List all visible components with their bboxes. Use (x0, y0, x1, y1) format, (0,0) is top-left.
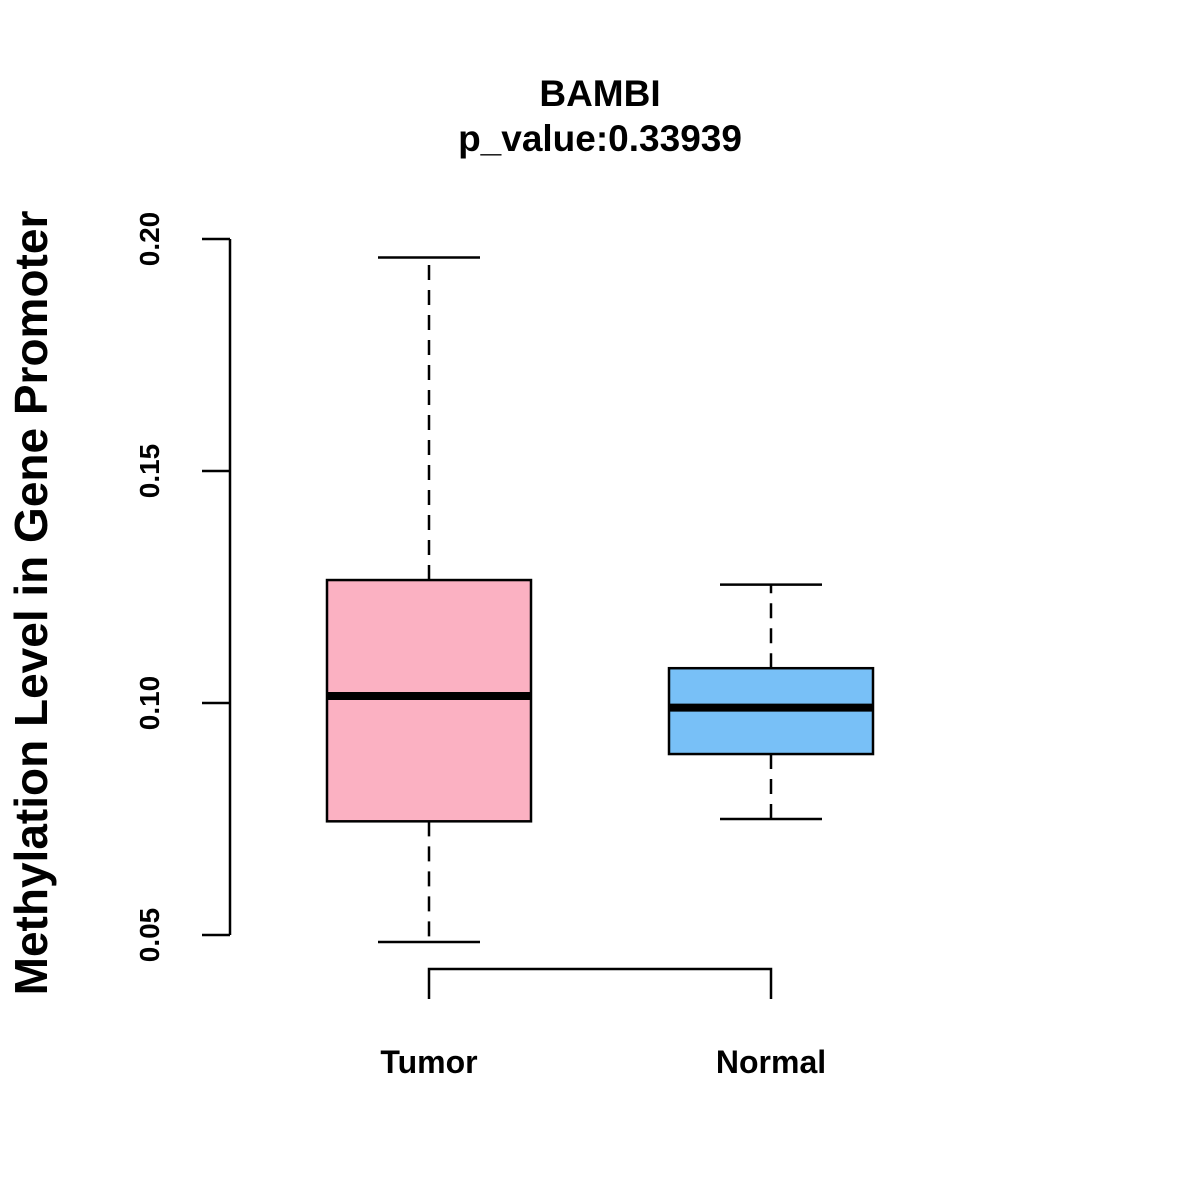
box-tumor (325, 256, 533, 944)
y-tick-label: 0.15 (134, 444, 165, 499)
y-axis-label: Methylation Level in Gene Promoter (5, 211, 57, 996)
y-tick-label: 0.20 (134, 212, 165, 267)
x-label-tumor: Tumor (380, 1044, 477, 1080)
y-tick-label: 0.05 (134, 908, 165, 963)
bracket-line (427, 967, 773, 999)
y-tick-label: 0.10 (134, 676, 165, 731)
iqr-box (325, 578, 533, 823)
boxes (325, 256, 875, 944)
comparison-bracket (427, 967, 773, 999)
chart-title: BAMBI (539, 73, 660, 114)
chart-subtitle: p_value:0.33939 (458, 118, 742, 159)
x-label-normal: Normal (716, 1044, 826, 1080)
x-axis-labels: Tumor Normal (380, 1044, 826, 1080)
box-normal (667, 583, 875, 821)
y-axis: 0.05 0.10 0.15 0.20 (134, 212, 232, 963)
